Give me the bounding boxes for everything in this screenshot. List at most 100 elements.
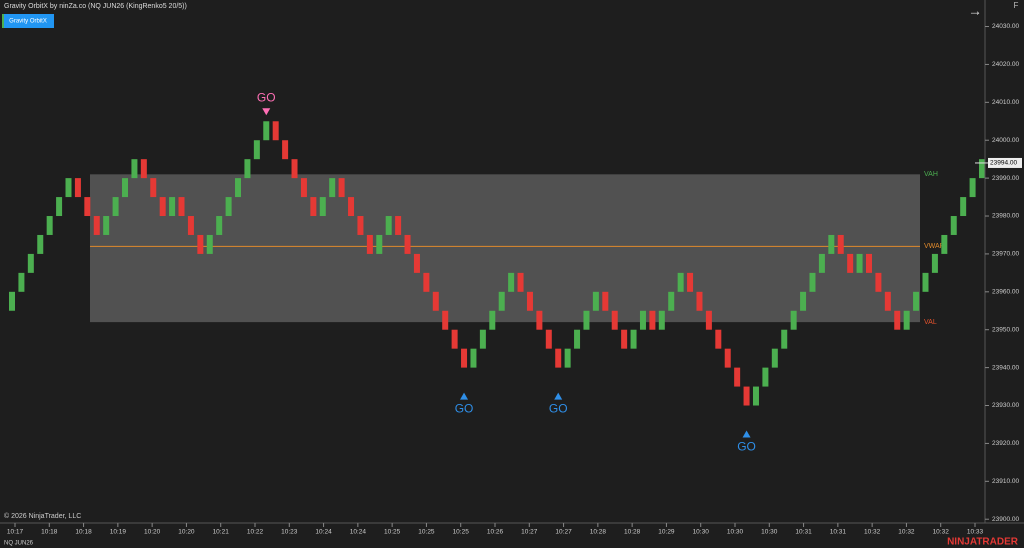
up-brick [781,329,788,349]
down-brick [357,216,364,235]
down-brick [687,272,694,292]
signal-arrow [742,430,751,438]
up-brick [131,159,138,179]
down-brick [272,121,279,141]
x-tick-label: 10:30 [693,529,710,536]
x-tick-label: 10:22 [247,529,264,536]
x-tick-label: 10:18 [41,529,58,536]
y-tick-label: 23980.00 [992,213,1019,220]
down-brick [413,253,420,273]
last-price-label: 23994.00 [990,160,1017,167]
chart-title: Gravity OrbitX by ninZa.co (NQ JUN26 (Ki… [4,3,187,10]
down-brick [197,234,204,254]
up-brick [922,272,929,292]
plot-layer: VAH VWAP VAL GO GO GO GO [9,90,985,454]
up-brick [771,348,778,368]
up-brick [800,291,807,311]
up-brick [27,253,34,273]
y-tick-label: 23930.00 [992,402,1019,409]
down-brick [545,329,552,349]
up-brick [960,197,967,217]
down-brick [451,329,458,349]
up-brick [762,367,769,387]
navigate-icon[interactable]: → [968,3,982,19]
x-tick-label: 10:28 [624,529,641,536]
x-tick-label: 10:25 [384,529,401,536]
up-brick [583,310,590,330]
up-brick [169,197,176,217]
down-brick [705,310,712,330]
down-brick [282,140,289,160]
brand: NINJATRADER [947,537,1019,548]
down-brick [348,197,355,217]
down-brick [84,197,91,217]
down-brick [74,178,81,198]
signal-label: GO [549,402,568,416]
signal-label: GO [737,440,756,454]
down-brick [442,310,449,330]
down-brick [310,197,317,217]
down-brick [395,216,402,235]
down-brick [291,159,298,179]
signal-arrow [554,392,563,400]
up-brick [790,310,797,330]
y-tick-label: 23920.00 [992,440,1019,447]
down-brick [865,253,872,273]
up-brick [56,197,63,217]
down-brick [432,291,439,311]
down-brick [366,234,373,254]
down-brick [423,272,430,292]
indicator-button[interactable] [2,14,54,28]
x-tick-label: 10:33 [967,529,984,536]
up-brick [677,272,684,292]
up-brick [668,291,675,311]
down-brick [837,234,844,254]
down-brick [93,216,100,235]
x-tick-label: 10:30 [727,529,744,536]
up-brick [253,140,260,160]
down-brick [724,348,731,368]
up-brick [498,291,505,311]
indicator-button-label[interactable]: Gravity OrbitX [9,19,47,25]
y-tick-label: 23950.00 [992,326,1019,333]
x-tick-label: 10:21 [213,529,230,536]
down-brick [875,272,882,292]
up-brick [856,253,863,273]
signal-arrow [460,392,469,400]
up-brick [639,310,646,330]
up-brick [564,348,571,368]
up-brick [470,348,477,368]
up-brick [235,178,242,198]
down-brick [536,310,543,330]
indicator-button-accent [2,14,4,28]
up-brick [969,178,976,198]
x-tick-label: 10:32 [864,529,881,536]
x-tick-label: 10:28 [590,529,607,536]
up-brick [206,234,213,254]
up-brick [913,291,920,311]
x-tick-label: 10:24 [350,529,367,536]
x-tick-label: 10:27 [521,529,538,536]
down-brick [696,291,703,311]
signal-arrow [262,108,271,116]
down-brick [140,159,147,179]
down-brick [555,348,562,368]
y-tick-label: 23990.00 [992,175,1019,182]
up-brick [479,329,486,349]
x-tick-label: 10:29 [658,529,675,536]
down-brick [743,386,750,406]
down-brick [300,178,307,198]
down-brick [517,272,524,292]
x-tick-label: 10:18 [75,529,92,536]
corner-label[interactable]: F [1014,1,1019,10]
down-brick [404,234,411,254]
x-tick-label: 10:20 [178,529,195,536]
last-price-box [988,157,1022,168]
down-brick [461,348,468,368]
x-tick-label: 10:27 [555,529,572,536]
down-brick [649,310,656,330]
up-brick [809,272,816,292]
y-tick-label: 24010.00 [992,99,1019,106]
